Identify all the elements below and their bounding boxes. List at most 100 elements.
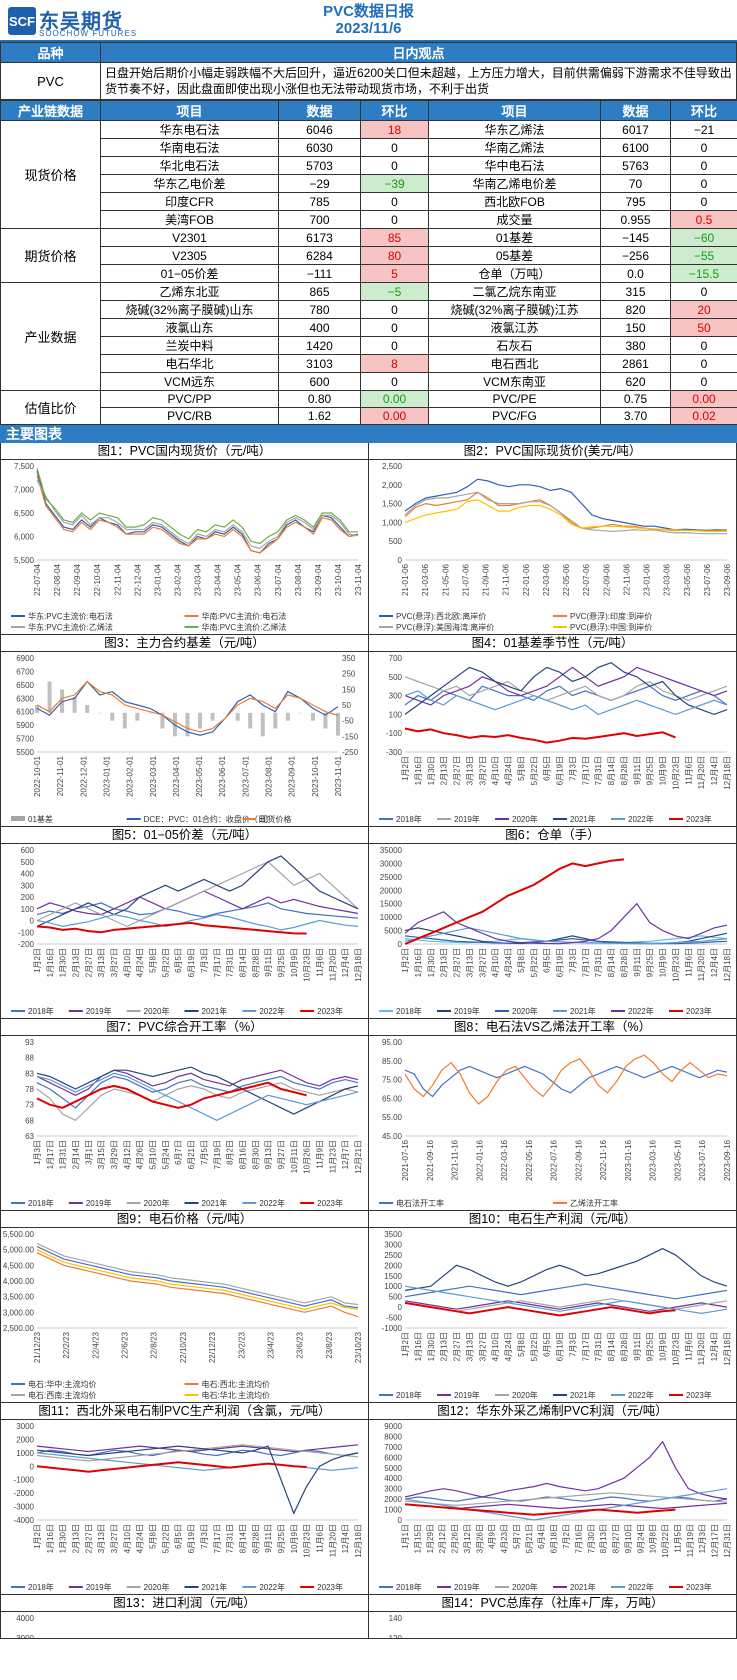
- series-line: [36, 1243, 359, 1306]
- y-tick-label: 100: [389, 711, 403, 720]
- y-tick-label: -500: [386, 1314, 403, 1323]
- legend-label: 2022年: [628, 1006, 654, 1016]
- x-tick-label: 22-07-04: [33, 564, 42, 597]
- x-tick-label: 9月11日: [633, 948, 642, 977]
- x-tick-label: 5月10日: [149, 1140, 158, 1169]
- x-tick-label: 6月5日: [174, 948, 183, 973]
- x-tick-label: 11月9日: [315, 1140, 324, 1169]
- legend-label: 2021年: [570, 1582, 596, 1592]
- x-tick-label: 7月5日: [200, 1140, 209, 1165]
- legend-label: 华东:PVC主流价:电石法: [28, 611, 113, 621]
- series-line: [404, 1054, 728, 1106]
- x-tick-label: 4月10日: [491, 948, 500, 977]
- basis-bar: [97, 713, 102, 714]
- x-tick-label: 2月13日: [440, 1332, 449, 1361]
- item-value: 2861: [600, 354, 671, 373]
- item-change: 0: [360, 210, 429, 229]
- y-tick-label: 25000: [380, 873, 403, 882]
- y-tick-label: 9000: [384, 1422, 402, 1431]
- item-value: 5703: [278, 156, 361, 175]
- column-header: 项目: [100, 100, 279, 121]
- series-line: [36, 1444, 359, 1462]
- legend-label: 2019年: [86, 1198, 112, 1208]
- x-tick-label: 1月30日: [59, 948, 68, 977]
- x-tick-label: 12月4日: [710, 948, 719, 977]
- table-row: VCM远东 600 0 VCM东南亚 620 0: [1, 372, 737, 391]
- legend-label: 2022年: [259, 1198, 285, 1208]
- legend-label: 2022年: [259, 1006, 285, 1016]
- x-tick-label: 2022-09-16: [574, 1140, 583, 1181]
- x-tick-label: 6月7日: [174, 1140, 183, 1165]
- basis-bar: [160, 713, 165, 729]
- x-tick-label: 12月18日: [723, 948, 732, 982]
- x-tick-label: 7月30日: [587, 1524, 596, 1553]
- x-tick-label: 3月27日: [110, 1524, 119, 1553]
- x-tick-label: 10月9日: [659, 756, 668, 785]
- x-tick-label: 3月26日: [475, 1524, 484, 1553]
- x-tick-label: 3月29日: [110, 1140, 119, 1169]
- x-tick-label: 21-11-06: [502, 564, 511, 596]
- y-tick-label: 15000: [380, 900, 403, 909]
- item-name: VCM东南亚: [428, 372, 601, 391]
- y-tick-label: -2000: [14, 1490, 35, 1499]
- series-line: [36, 1461, 307, 1474]
- chart-panel: 图3：主力合约基差（元/吨） 6900 6700 6500 6300 6100 5900 57…: [0, 635, 368, 828]
- series-line: [404, 690, 728, 716]
- x-tick-label: 2023-09-01: [288, 756, 297, 797]
- x-tick-label: 1月16日: [414, 756, 423, 785]
- x-tick-label: 23/10/23: [354, 1332, 363, 1364]
- col-view-header: 日内观点: [100, 42, 737, 63]
- legend-label: 2022年: [628, 1390, 654, 1400]
- y-tick-label: 35000: [380, 846, 403, 855]
- x-tick-label: 23/8/23: [325, 1332, 334, 1359]
- x-tick-label: 11月6日: [684, 756, 693, 785]
- y-tick-label: 20000: [380, 887, 403, 896]
- item-change: 0: [670, 138, 737, 157]
- legend-label: 华南:PVC主流价:乙烯法: [202, 622, 287, 632]
- x-tick-label: 5月8日: [517, 948, 526, 973]
- x-tick-label: 22/12/23: [208, 1332, 217, 1364]
- item-name: 华东乙电价差: [100, 174, 279, 193]
- x-tick-label: 7月17日: [213, 1524, 222, 1553]
- legend-label: 2019年: [454, 1390, 480, 1400]
- y-tick-label: 6900: [16, 654, 34, 663]
- x-tick-label: 3月27日: [110, 948, 119, 977]
- intraday-view-text: 日盘开始后期价小幅走弱跌幅不大后回升，逼近6200关口但未超越，上方压力增大，目…: [100, 62, 737, 100]
- item-change: 0.02: [670, 407, 737, 426]
- x-tick-label: 23-03-06: [663, 564, 672, 597]
- item-value: 600: [278, 372, 361, 391]
- x-tick-label: 23-08-04: [294, 564, 303, 597]
- chart-svg: 90008000700060005000400030002000100001月1…: [379, 1422, 732, 1592]
- x-tick-label: 2023-07-16: [698, 1140, 707, 1181]
- x-tick-label: 11月6日: [684, 948, 693, 977]
- x-tick-label: 3月13日: [465, 948, 474, 977]
- x-tick-label: 8月27日: [612, 1524, 621, 1553]
- x-tick-label: 3月15日: [97, 1140, 106, 1169]
- y-tick-label: -100: [18, 929, 35, 938]
- chart-panel: 图4：01基差季节性（元/吨） 700 500 300 100 -100 -300 1月2日 1…: [368, 635, 737, 828]
- y-tick-label: 30000: [380, 860, 403, 869]
- x-tick-label: 1月16日: [46, 948, 55, 977]
- x-tick-label: 6月19日: [556, 948, 565, 977]
- column-header: 数据: [600, 100, 671, 121]
- item-value: −111: [278, 264, 361, 283]
- x-tick-label: 5月7日: [512, 1524, 521, 1549]
- x-tick-label: 21-07-06: [461, 564, 470, 597]
- chart-panel: 图9：电石价格（元/吨） 5,500.00 5,000.00 4,500.00 4,00…: [0, 1211, 368, 1404]
- x-tick-label: 9月24日: [636, 1524, 645, 1553]
- x-tick-label: 8月14日: [238, 1524, 247, 1553]
- x-tick-label: 21-09-06: [482, 564, 491, 597]
- x-tick-label: 3月13日: [465, 1332, 474, 1361]
- y-tick-label: 2,500.00: [3, 1324, 35, 1333]
- basis-bar: [210, 713, 215, 722]
- logo-text-en: SOOCHOW FUTURES: [39, 29, 138, 38]
- x-tick-label: 5月22日: [530, 756, 539, 785]
- table-row: 华南电石法 6030 0 华南乙烯法 6100 0: [1, 138, 737, 157]
- x-tick-label: 2023-10-01: [311, 756, 320, 797]
- series-line: [36, 468, 358, 545]
- legend-label: 2022年: [628, 1582, 654, 1592]
- item-name: 印度CFR: [100, 192, 279, 211]
- x-tick-label: 7月31日: [594, 1332, 603, 1361]
